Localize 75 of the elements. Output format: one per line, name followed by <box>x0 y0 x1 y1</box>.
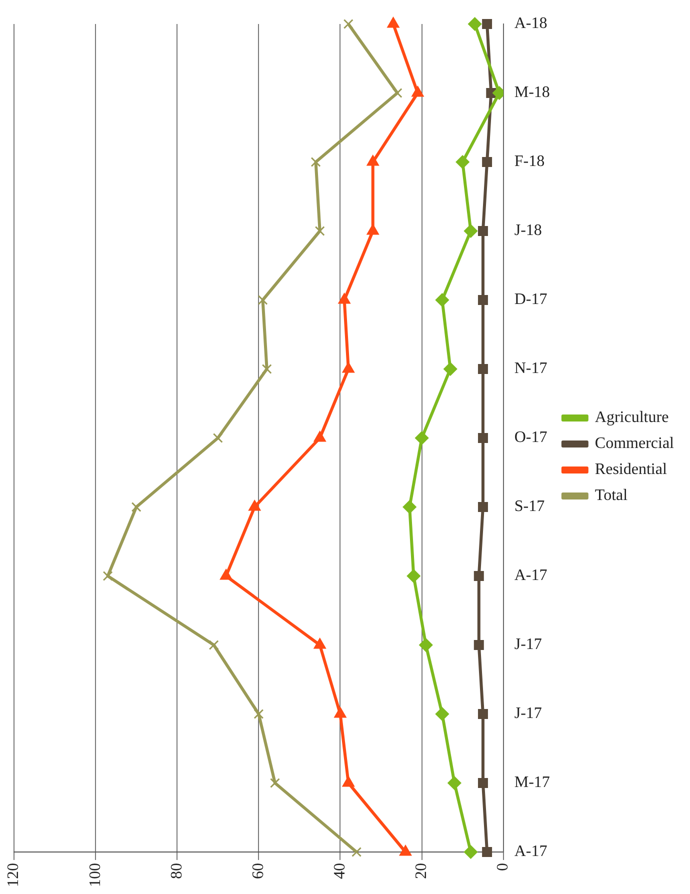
point <box>444 362 458 376</box>
point <box>478 778 488 788</box>
point <box>478 295 488 305</box>
point <box>262 364 272 374</box>
point <box>343 19 354 29</box>
point <box>435 707 449 721</box>
point <box>492 86 504 100</box>
x-tick-label: 20 <box>413 863 430 879</box>
point <box>435 293 449 307</box>
y-tick-label: N-17 <box>514 360 548 378</box>
point <box>482 847 492 857</box>
x-tick-label: 40 <box>331 863 348 879</box>
point <box>131 502 142 512</box>
point <box>387 17 400 28</box>
point <box>314 226 325 236</box>
point <box>366 155 379 166</box>
legend-label: Agriculture <box>594 409 669 426</box>
point <box>478 226 488 236</box>
legend-label: Commercial <box>594 435 675 452</box>
legend-label: Total <box>594 487 628 504</box>
y-tick-label: J-17 <box>514 636 542 654</box>
x-tick-label: 120 <box>5 863 22 887</box>
point <box>482 19 492 29</box>
point <box>334 707 346 718</box>
point <box>366 224 379 235</box>
point <box>102 571 113 581</box>
y-tick-label: M-18 <box>514 84 550 102</box>
point <box>208 640 219 650</box>
point <box>419 638 433 652</box>
point <box>258 295 268 305</box>
point <box>220 569 232 580</box>
point <box>392 88 402 98</box>
y-tick-label: D-17 <box>514 291 548 308</box>
point <box>310 157 321 167</box>
point <box>314 431 326 442</box>
x-tick-label: 60 <box>250 863 267 879</box>
y-tick-label: F-18 <box>514 153 545 170</box>
x-tick-label: 0 <box>494 863 512 871</box>
point <box>415 431 429 445</box>
point <box>342 362 354 373</box>
point <box>456 155 470 169</box>
point <box>412 86 424 97</box>
point <box>474 640 484 650</box>
point <box>342 776 354 787</box>
point <box>464 845 478 859</box>
y-tick-label: J-17 <box>514 705 542 722</box>
point <box>478 364 488 374</box>
point <box>464 224 478 238</box>
legend-label: Residential <box>594 461 668 478</box>
y-tick-label: A-18 <box>514 15 548 32</box>
y-tick-label: O-17 <box>514 429 548 446</box>
point <box>448 776 462 790</box>
point <box>212 433 223 443</box>
x-tick-label: 80 <box>168 863 186 879</box>
point <box>406 569 420 583</box>
point <box>314 638 326 649</box>
point <box>478 433 488 443</box>
y-tick-label: A-17 <box>514 843 548 860</box>
y-tick-label: J-18 <box>514 222 542 240</box>
point <box>254 709 264 719</box>
point <box>468 17 482 31</box>
y-tick-label: S-17 <box>514 498 545 516</box>
point <box>248 500 261 511</box>
point <box>478 502 488 512</box>
y-tick-label: M-17 <box>514 774 550 792</box>
point <box>402 500 416 514</box>
point <box>478 709 488 719</box>
point <box>474 571 484 581</box>
x-tick-label: 100 <box>86 863 104 887</box>
point <box>352 847 362 857</box>
point <box>400 845 412 856</box>
point <box>270 778 280 788</box>
point <box>482 157 492 167</box>
point <box>338 293 350 304</box>
y-tick-label: A-17 <box>514 567 548 584</box>
